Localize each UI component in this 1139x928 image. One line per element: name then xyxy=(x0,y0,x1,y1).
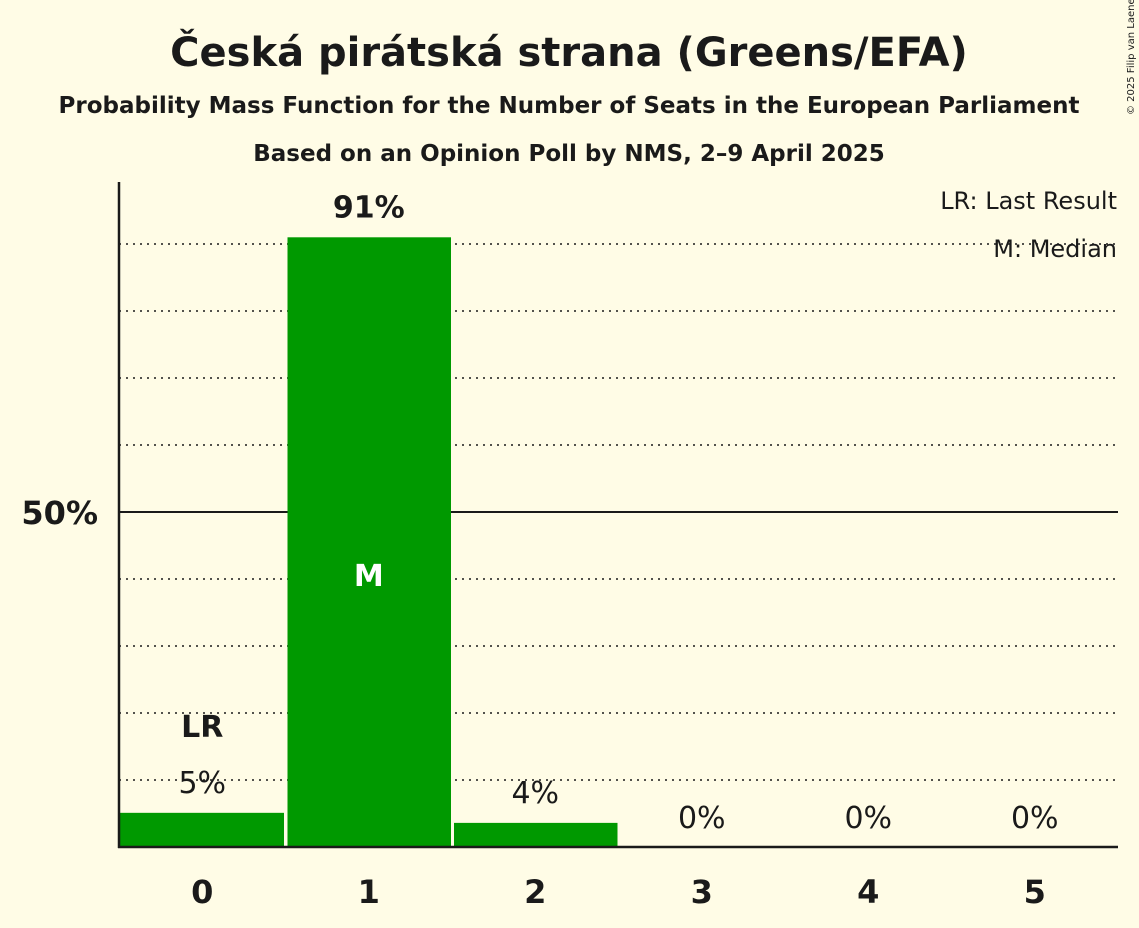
legend-last-result: LR: Last Result xyxy=(940,187,1117,215)
x-tick-label: 4 xyxy=(857,873,879,911)
y-tick-label: 50% xyxy=(21,494,98,532)
x-tick-label: 5 xyxy=(1024,873,1046,911)
data-label: 91% xyxy=(333,190,405,225)
data-label: 5% xyxy=(178,766,226,801)
bar-1 xyxy=(287,237,451,848)
chart-subtitle: Probability Mass Function for the Number… xyxy=(59,93,1080,119)
chart-subtitle-2: Based on an Opinion Poll by NMS, 2–9 Apr… xyxy=(253,141,885,167)
legend-median: M: Median xyxy=(993,235,1117,263)
data-label: 0% xyxy=(678,801,726,836)
data-label: 4% xyxy=(511,776,559,811)
x-tick-label: 3 xyxy=(691,873,713,911)
last-result-marker: LR xyxy=(181,710,223,745)
copyright: © 2025 Filip van Laenen xyxy=(1126,0,1137,115)
data-label: 0% xyxy=(844,801,892,836)
bar-2 xyxy=(454,822,618,847)
x-tick-label: 0 xyxy=(191,873,213,911)
median-marker: M xyxy=(354,559,384,594)
bar-0 xyxy=(119,812,284,847)
x-tick-label: 1 xyxy=(358,873,380,911)
chart-title: Česká pirátská strana (Greens/EFA) xyxy=(170,28,968,76)
x-tick-label: 2 xyxy=(524,873,546,911)
data-label: 0% xyxy=(1011,801,1059,836)
